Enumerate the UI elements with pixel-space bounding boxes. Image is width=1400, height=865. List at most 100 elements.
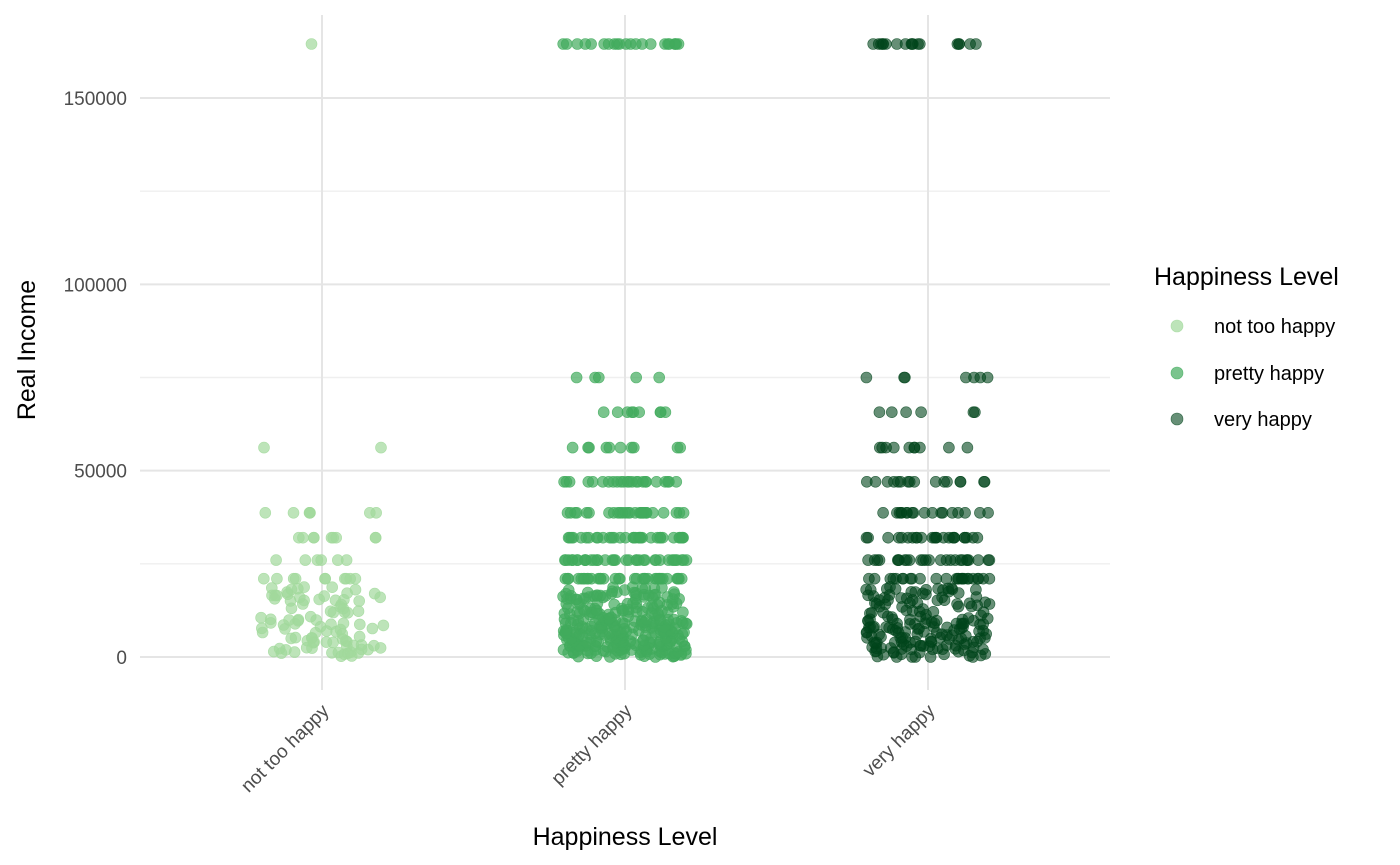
data-point <box>653 371 666 384</box>
data-point <box>375 441 387 454</box>
data-point <box>291 582 304 595</box>
data-point <box>349 572 362 585</box>
data-point <box>307 531 320 544</box>
data-point <box>609 572 622 585</box>
data-point <box>864 607 876 620</box>
data-point <box>605 587 618 600</box>
data-point <box>950 572 963 585</box>
legend-key <box>1170 366 1184 380</box>
legend-key <box>1170 319 1184 333</box>
data-point <box>967 572 979 585</box>
data-point <box>916 587 929 600</box>
data-point <box>287 572 300 585</box>
y-tick-label: 0 <box>116 648 127 669</box>
data-point <box>970 38 982 50</box>
data-point <box>961 441 974 454</box>
data-point <box>982 506 994 519</box>
x-axis-title: Happiness Level <box>533 823 718 851</box>
legend: Happiness Level not too happy pretty happ… <box>1154 263 1339 431</box>
data-point <box>621 406 634 419</box>
x-axis-ticks: not too happy pretty happy very happy <box>237 700 940 797</box>
data-point <box>606 531 618 544</box>
data-point <box>903 554 916 566</box>
data-point <box>934 554 947 566</box>
data-point <box>337 617 350 630</box>
data-point <box>603 441 616 454</box>
data-point <box>257 572 270 585</box>
data-point <box>341 587 353 600</box>
data-point <box>570 371 583 384</box>
data-point <box>651 572 663 585</box>
data-point <box>292 614 304 627</box>
data-point <box>304 610 317 623</box>
data-point <box>917 554 929 566</box>
data-point <box>338 606 351 618</box>
data-point <box>875 38 887 50</box>
data-point <box>956 613 969 626</box>
data-point <box>677 606 689 619</box>
data-point <box>374 642 387 654</box>
data-point <box>906 38 919 50</box>
legend-label: pretty happy <box>1214 363 1324 385</box>
data-point <box>869 597 881 609</box>
data-point <box>287 506 300 519</box>
data-point <box>338 572 351 585</box>
data-point <box>953 38 965 50</box>
data-point <box>895 592 908 604</box>
data-point <box>983 554 996 566</box>
data-point <box>908 441 921 454</box>
data-point <box>952 600 965 613</box>
data-point <box>868 554 881 566</box>
data-point <box>639 572 651 585</box>
data-point <box>670 506 683 519</box>
data-point <box>926 506 939 519</box>
data-point <box>900 406 912 419</box>
data-point <box>265 582 278 594</box>
data-point <box>326 581 339 594</box>
data-point <box>594 572 607 585</box>
data-point <box>299 554 312 566</box>
data-point <box>598 38 611 50</box>
data-point <box>271 572 283 585</box>
data-point <box>305 38 318 50</box>
data-point <box>561 572 574 585</box>
y-tick-label: 150000 <box>64 89 127 110</box>
data-point <box>971 531 984 544</box>
data-point <box>273 642 286 655</box>
data-point <box>977 606 990 619</box>
data-point <box>270 554 282 566</box>
data-point <box>881 475 894 488</box>
legend-label: not too happy <box>1214 316 1335 338</box>
data-point <box>565 531 578 544</box>
y-axis-ticks: 0 50000 100000 150000 <box>64 89 127 669</box>
data-point <box>564 506 577 519</box>
x-tick-label: not too happy <box>237 700 334 797</box>
data-point <box>657 506 670 519</box>
data-point <box>326 646 338 659</box>
data-point <box>596 475 609 488</box>
data-point <box>915 406 927 419</box>
data-point <box>981 371 994 384</box>
data-point <box>891 38 903 50</box>
data-point <box>597 406 610 419</box>
x-tick-label: pretty happy <box>548 700 637 789</box>
data-point <box>962 554 975 566</box>
data-point <box>353 618 366 631</box>
data-point <box>377 619 390 632</box>
data-point <box>289 631 302 644</box>
data-point <box>907 506 920 519</box>
data-point <box>629 38 642 50</box>
data-point <box>899 371 911 384</box>
data-point <box>560 38 573 50</box>
data-point <box>630 371 643 384</box>
data-point <box>324 605 337 618</box>
data-point <box>620 554 633 566</box>
data-point <box>862 589 874 602</box>
data-point <box>611 406 624 419</box>
data-point <box>674 441 687 454</box>
data-point <box>668 588 681 601</box>
data-point <box>862 531 874 544</box>
data-point <box>943 441 955 454</box>
data-point <box>558 475 570 488</box>
